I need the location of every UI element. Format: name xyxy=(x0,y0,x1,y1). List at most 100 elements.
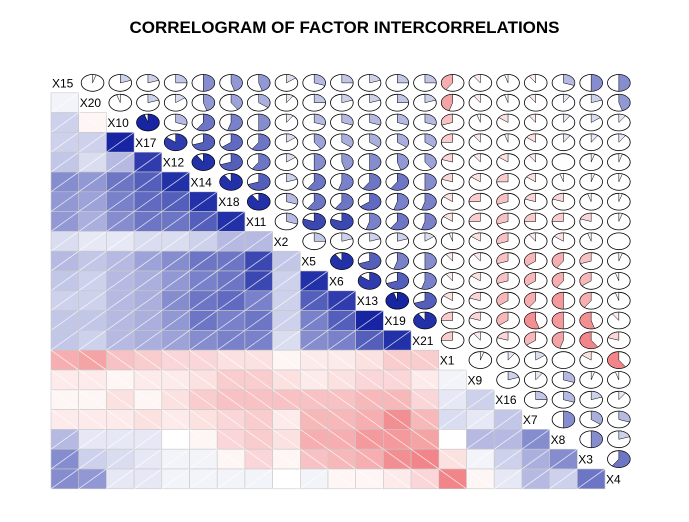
shade-hatch-X21-X20 xyxy=(78,330,107,351)
shade-hatch-X8-X10 xyxy=(106,429,135,450)
pie-slice-X18-X2 xyxy=(286,193,299,205)
shade-hatch-X11-X18 xyxy=(216,211,246,232)
pie-slice-X15-X12 xyxy=(175,74,188,84)
shade-hatch-X17-X10 xyxy=(106,132,135,153)
pie-slice-X21-X4 xyxy=(607,331,620,341)
shade-hatch-X12-X20 xyxy=(78,151,107,173)
diagonal-label-X14: X14 xyxy=(191,175,213,189)
pie-slice-X9-X3 xyxy=(590,371,596,381)
shade-hatch-X7-X21 xyxy=(410,409,440,430)
shade-hatch-X1-X5 xyxy=(300,349,329,371)
pie-slice-X21-X3 xyxy=(579,331,599,349)
pie-slice-X14-X11 xyxy=(247,173,271,191)
pie-slice-X16-X7 xyxy=(535,391,548,400)
pie-slice-X13-X8 xyxy=(551,292,564,310)
shade-hatch-X17-X15 xyxy=(50,132,79,153)
pie-slice-X6-X19 xyxy=(386,272,409,290)
pie-slice-X20-X2 xyxy=(286,94,294,104)
shade-hatch-X1-X19 xyxy=(383,349,412,371)
pie-slice-X14-X7 xyxy=(526,173,536,183)
pie-slice-X5-X9 xyxy=(473,252,481,262)
pie-slice-X17-X5 xyxy=(313,133,326,150)
pie-slice-X15-X2 xyxy=(286,74,297,84)
diagonal-label-X21: X21 xyxy=(412,334,434,348)
shade-hatch-X16-X12 xyxy=(161,389,190,410)
shade-hatch-X1-X17 xyxy=(133,349,163,371)
pie-slice-X11-X5 xyxy=(302,212,326,231)
shade-hatch-X3-X17 xyxy=(133,448,163,470)
shade-hatch-X7-X10 xyxy=(106,409,135,430)
pie-slice-X20-X17 xyxy=(147,94,160,104)
shade-hatch-X16-X11 xyxy=(244,389,273,410)
shade-hatch-X19-X10 xyxy=(106,310,135,331)
pie-slice-X14-X1 xyxy=(441,173,453,183)
pie-slice-X18-X8 xyxy=(552,193,564,203)
pie-slice-X11-X8 xyxy=(551,212,564,222)
pie-slice-X2-X5 xyxy=(313,232,326,242)
pie-slice-X20-X14 xyxy=(203,94,215,111)
pie-slice-X1-X7 xyxy=(535,351,546,361)
pie-slice-X19-X3 xyxy=(579,311,596,330)
pie-slice-X11-X9 xyxy=(468,212,481,222)
shade-hatch-X3-X12 xyxy=(161,448,190,470)
shade-hatch-X7-X17 xyxy=(133,409,163,430)
pie-slice-X12-X11 xyxy=(251,153,271,171)
pie-slice-X12-X1 xyxy=(441,153,453,163)
pie-slice-X9-X16 xyxy=(507,371,520,381)
pie-slice-X12-X16 xyxy=(498,153,509,163)
pie-slice-X2-X21 xyxy=(424,232,435,242)
pie-slice-X20-X12 xyxy=(175,94,186,104)
shade-hatch-X3-X5 xyxy=(300,448,329,470)
pie-slice-X21-X7 xyxy=(524,331,536,346)
shade-hatch-X19-X17 xyxy=(133,310,163,331)
shade-hatch-X2-X15 xyxy=(50,231,79,252)
pie-slice-X14-X19 xyxy=(390,173,409,191)
pie-slice-X20-X5 xyxy=(313,94,326,103)
diagonal-label-X19: X19 xyxy=(384,314,406,328)
shade-hatch-X5-X17 xyxy=(133,250,163,272)
shade-hatch-X8-X21 xyxy=(410,429,440,450)
pie-slice-X10-X21 xyxy=(424,113,437,126)
pie-slice-X10-X18 xyxy=(227,113,243,132)
shade-hatch-X9-X20 xyxy=(78,369,107,391)
pie-slice-X17-X21 xyxy=(424,133,437,148)
shade-hatch-X8-X1 xyxy=(438,429,467,450)
pie-slice-X17-X6 xyxy=(341,133,354,148)
shade-hatch-X4-X21 xyxy=(410,468,440,490)
pie-slice-X17-X16 xyxy=(504,133,509,143)
pie-slice-X17-X8 xyxy=(563,133,571,143)
shade-hatch-X19-X15 xyxy=(50,310,79,331)
pie-slice-X5-X4 xyxy=(618,252,623,262)
shade-hatch-X13-X14 xyxy=(189,290,218,311)
pie-slice-X21-X16 xyxy=(496,331,509,341)
shade-hatch-X11-X10 xyxy=(106,211,135,232)
shade-hatch-X4-X7 xyxy=(521,468,550,490)
shade-hatch-X2-X12 xyxy=(161,231,190,252)
shade-hatch-X1-X2 xyxy=(272,349,301,371)
shade-hatch-X4-X20 xyxy=(78,468,107,490)
diagonal-label-X18: X18 xyxy=(218,195,240,209)
shade-hatch-X3-X6 xyxy=(327,448,356,470)
shade-hatch-X21-X6 xyxy=(327,330,356,351)
shade-hatch-X8-X9 xyxy=(466,429,495,450)
diagonal-label-X3: X3 xyxy=(578,453,593,467)
shade-hatch-X3-X7 xyxy=(521,448,550,470)
pie-slice-X10-X19 xyxy=(397,113,409,126)
pie-slice-X12-X14 xyxy=(191,153,215,171)
shade-hatch-X9-X2 xyxy=(272,369,301,391)
shade-hatch-X16-X20 xyxy=(78,389,107,410)
shade-hatch-X1-X21 xyxy=(410,349,440,371)
shade-hatch-X12-X15 xyxy=(50,151,79,173)
pie-slice-X10-X4 xyxy=(618,113,626,124)
shade-hatch-X21-X14 xyxy=(189,330,218,351)
shade-hatch-X16-X18 xyxy=(216,389,246,410)
shade-hatch-X3-X21 xyxy=(410,448,440,470)
pie-slice-X9-X8 xyxy=(563,371,576,383)
pie-slice-X8-X4 xyxy=(618,430,630,440)
shade-hatch-X3-X20 xyxy=(78,448,107,470)
pie-slice-X15-X7 xyxy=(528,74,536,84)
shade-hatch-X6-X5 xyxy=(300,270,329,292)
diagonal-label-X8: X8 xyxy=(551,433,566,447)
shade-hatch-X21-X2 xyxy=(272,330,301,351)
shade-hatch-X16-X17 xyxy=(133,389,163,410)
